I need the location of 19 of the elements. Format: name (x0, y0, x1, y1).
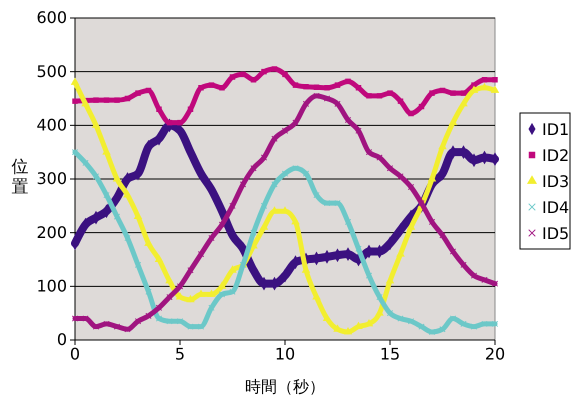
y-tick-label: 300 (36, 169, 67, 188)
y-tick-label: 400 (36, 115, 67, 134)
legend-label: ID2 (542, 146, 570, 165)
y-tick-label: 0 (56, 330, 67, 350)
y-tick-label: 500 (36, 62, 67, 81)
x-tick-label: 10 (274, 344, 296, 364)
x-tick-label: 5 (174, 344, 186, 364)
legend-label: ID1 (542, 120, 570, 139)
y-axis-title: 位置 (12, 157, 28, 197)
x-tick-label: 20 (484, 344, 506, 364)
legend-label: ID4 (542, 198, 570, 217)
y-tick-label: 100 (36, 276, 67, 296)
x-axis-title: 時間（秒） (245, 377, 325, 396)
x-tick-label: 15 (380, 344, 400, 364)
legend-label: ID5 (542, 224, 570, 243)
y-tick-label: 600 (36, 8, 67, 28)
legend-label: ID3 (542, 172, 570, 191)
y-tick-label: 200 (36, 222, 67, 242)
x-tick-label: 0 (70, 344, 80, 364)
